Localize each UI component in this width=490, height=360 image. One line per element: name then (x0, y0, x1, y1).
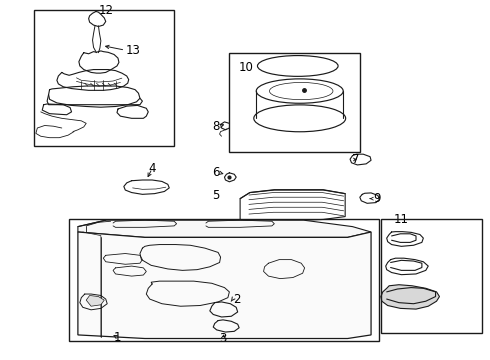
Text: 8: 8 (212, 120, 220, 133)
Text: 5: 5 (212, 189, 220, 202)
Text: 3: 3 (220, 332, 227, 345)
Text: 12: 12 (98, 4, 113, 17)
Text: 2: 2 (233, 293, 240, 306)
Text: 9: 9 (373, 192, 381, 205)
Bar (69, 220, 379, 341)
Polygon shape (78, 232, 371, 338)
Polygon shape (78, 220, 371, 237)
Text: 10: 10 (239, 60, 254, 73)
Text: 7: 7 (351, 153, 359, 166)
Polygon shape (86, 296, 104, 306)
Text: 4: 4 (148, 162, 156, 175)
Text: 1: 1 (113, 330, 121, 343)
Bar (381, 220, 482, 333)
Text: 11: 11 (394, 213, 409, 226)
Text: 6: 6 (212, 166, 220, 179)
Polygon shape (381, 285, 440, 309)
Bar (229, 53, 360, 152)
Bar (34, 10, 174, 146)
Text: 13: 13 (125, 44, 140, 57)
